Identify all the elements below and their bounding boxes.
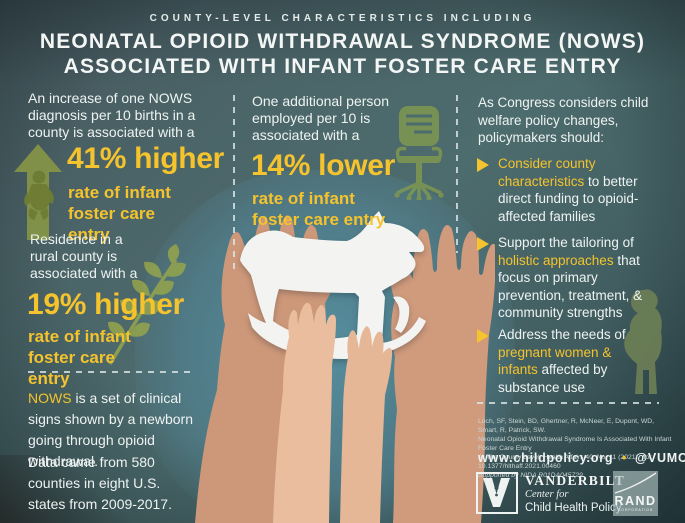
wheat-icon: [92, 242, 202, 367]
baby-silhouette: [24, 170, 54, 220]
stat-nows-value: 41% higher: [67, 142, 225, 175]
vanderbilt-name: VANDERBILT: [525, 473, 626, 488]
citation-line-4: Supported by NIDA R01DA045729.: [478, 472, 585, 479]
stat-nows-tail: rate of infant foster care entry: [68, 183, 171, 244]
vanderbilt-sub2: Child Health Policy: [525, 502, 622, 514]
page-title-line1: NEONATAL OPIOID WITHDRAWAL SYNDROME (NOW…: [39, 30, 646, 53]
arrow-up-baby-icon: [12, 142, 64, 242]
vanderbilt-logo-text: VANDERBILT Center for Child Health Polic…: [525, 473, 625, 515]
stat-rural-tail: rate of infant foster care entry: [28, 327, 131, 388]
policy-bullet-1: Consider county characteristics to bette…: [498, 155, 664, 225]
citation-line-1: Loch, SF, Stein, BD, Ghertner, R, McNeer…: [478, 418, 655, 434]
rand-sub: CORPORATION: [617, 508, 654, 512]
footer-links: www.childpolicy.org • @VUMCchildpolicy: [478, 449, 685, 467]
bullet-3-highlight: pregnant women & infants: [498, 344, 612, 378]
policy-intro: As Congress considers child welfare poli…: [478, 95, 649, 145]
corner-shadow: [0, 455, 180, 523]
hands-photo: [155, 185, 495, 523]
bullet-2-highlight: holistic approaches: [498, 252, 614, 268]
bullet-triangle-icon: [477, 158, 489, 172]
stat-nows-lead: An increase of one NOWS diagnosis per 10…: [28, 90, 196, 140]
stat-rural-lead: Residence in a rural county is associate…: [30, 231, 138, 281]
child-right-hand: [340, 326, 393, 523]
bullet-3-rest: affected by substance use: [498, 362, 608, 395]
stat-rural-value: 19% higher: [27, 288, 185, 321]
bullet-triangle-icon: [477, 237, 489, 251]
social-handle: @VUMCchildpolicy: [634, 451, 685, 465]
rand-logo: RAND CORPORATION: [613, 471, 658, 516]
page-title-line2: ASSOCIATED WITH INFANT FOSTER CARE ENTRY: [63, 55, 622, 78]
hands-rocking-horse-illustration: [195, 211, 495, 523]
child-left-hand: [273, 302, 336, 523]
dot-separator-icon: •: [621, 450, 627, 465]
bullet-1-rest: to better direct funding to opioid-affec…: [498, 173, 639, 224]
data-source-note: Data came from 580 counties in eight U.S…: [28, 454, 172, 512]
bullet-triangle-icon: [477, 329, 489, 343]
bullet-1-highlight: Consider county characteristics: [498, 156, 596, 189]
policy-bullet-2: Support the tailoring of holistic approa…: [498, 234, 664, 322]
vertical-dashed-divider-left: [233, 95, 235, 273]
office-chair-icon: [392, 106, 446, 200]
rand-name: RAND: [614, 494, 657, 508]
bullet-2-pre: Support the tailoring of: [498, 235, 634, 250]
vertical-dashed-divider-right: [456, 95, 458, 253]
vanderbilt-logo-icon: [476, 472, 518, 514]
horizontal-dashed-divider-left: [28, 371, 194, 373]
stat-employment-tail: rate of infant foster care entry: [252, 189, 386, 229]
citation-block: Loch, SF, Stein, BD, Ghertner, R, McNeer…: [478, 417, 673, 480]
horizontal-dashed-divider-right: [477, 402, 659, 404]
nows-definition: NOWS is a set of clinical signs shown by…: [28, 388, 210, 472]
header-kicker: COUNTY-LEVEL CHARACTERISTICS INCLUDING: [149, 13, 536, 24]
nows-term: NOWS: [28, 390, 72, 406]
rocking-horse-cutout: [240, 211, 426, 359]
bullet-2-rest: that focus on primary prevention, treatm…: [498, 252, 643, 321]
vanderbilt-sub1: Center for: [525, 489, 569, 500]
stat-employment-value: 14% lower: [251, 149, 396, 182]
website-url: www.childpolicy.org: [478, 451, 614, 465]
nows-definition-text: is a set of clinical signs shown by a ne…: [28, 390, 193, 469]
citation-line-3: At The County Level. Health Affairs 40, …: [478, 454, 653, 470]
policy-bullet-3: Address the needs of pregnant women & in…: [498, 326, 650, 396]
citation-line-2: Neonatal Opioid Withdrawal Syndrome Is A…: [478, 436, 672, 452]
adult-right-hand: [390, 225, 495, 523]
pregnant-woman-icon: [612, 286, 670, 398]
bullet-3-pre: Address the needs of: [498, 327, 626, 342]
stat-employment-lead: One additional person employed per 10 is…: [252, 93, 389, 143]
